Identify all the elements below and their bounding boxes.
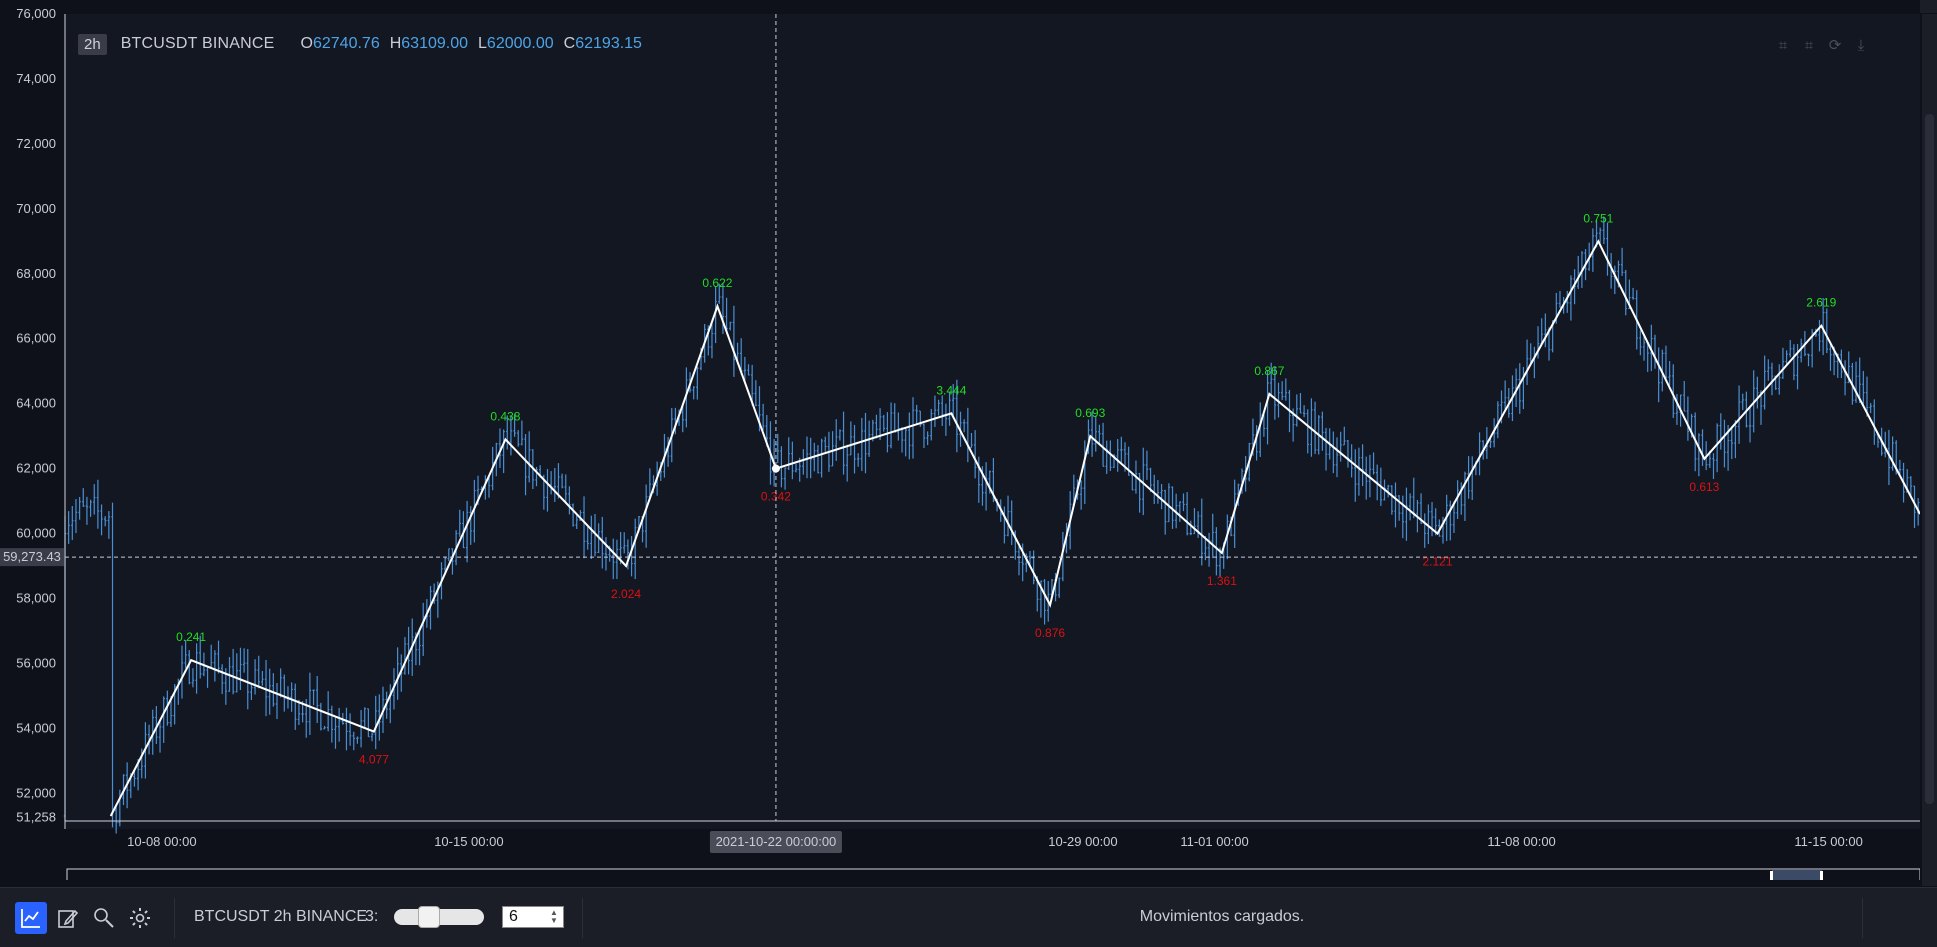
x-tick-label: 10-29 00:00 — [1048, 834, 1117, 849]
trough-ratio-label: 0.876 — [1035, 626, 1065, 640]
chart-canvas[interactable]: 0.241 4.077 0.438 2.024 0.622 0.342 3.444 0.876… — [0, 0, 1920, 880]
low-value: 62000.00 — [486, 35, 554, 52]
y-tick-label: 52,000 — [16, 785, 56, 800]
trough-ratio-label: 0.613 — [1689, 480, 1719, 494]
chart-tool-buttons: ⌗ ⌗ ⟳ ⤓ — [1773, 36, 1871, 56]
high-label: H — [389, 35, 402, 52]
y-tick-label: 70,000 — [16, 201, 56, 216]
y-tick-label: 74,000 — [16, 71, 56, 86]
crosshair-x-label: 2021-10-22 00:00:00 — [716, 834, 837, 849]
trough-ratio-label: 0.342 — [761, 490, 791, 504]
depth-label: 3: — [365, 908, 379, 925]
crosshair-point — [771, 464, 780, 473]
crosshair-x-badge — [709, 831, 842, 853]
bottom-toolbar: BTCUSDT 2h BINANCE 3: 6 ▲ ▼ Movimientos ca… — [0, 887, 1937, 947]
y-tick-label: 56,000 — [16, 655, 56, 670]
price-chart[interactable]: 0.241 4.077 0.438 2.024 0.622 0.342 3.444 0.876… — [0, 0, 1920, 880]
x-tick-label: 10-15 00:00 — [434, 834, 503, 849]
close-value: 62193.15 — [575, 35, 642, 52]
interval-badge[interactable]: 2h — [78, 33, 107, 55]
crop-alt-icon[interactable]: ⌗ — [1804, 37, 1814, 54]
toolbar-divider — [582, 898, 583, 938]
peak-ratio-label: 0.438 — [490, 409, 520, 423]
series-legend: 2h BTCUSDT BINANCE O 62740.76 H 63109.00 L… — [78, 32, 652, 56]
trough-ratio-label: 2.121 — [1423, 555, 1453, 569]
spinner-arrows-icon[interactable]: ▲ ▼ — [550, 908, 558, 925]
gear-icon — [130, 908, 150, 928]
depth-slider-knob[interactable] — [418, 906, 440, 928]
y-tick-label: 62,000 — [16, 461, 56, 476]
draw-button[interactable] — [52, 902, 84, 934]
depth-stepper[interactable]: 6 ▲ ▼ — [502, 906, 564, 928]
x-tick-label: 11-01 00:00 — [1180, 834, 1248, 849]
settings-button[interactable] — [124, 902, 156, 934]
y-tick-label: 64,000 — [16, 396, 56, 411]
crosshair-y-badge — [0, 548, 64, 567]
crosshair-y-label: 59,273.43 — [3, 549, 61, 564]
refresh-icon[interactable]: ⟳ — [1828, 37, 1842, 54]
trough-ratio-label: 2.024 — [611, 587, 641, 601]
close-label: C — [563, 35, 576, 52]
status-message: Movimientos cargados. — [1139, 908, 1305, 925]
y-tick-label: 66,000 — [16, 331, 56, 346]
scrollbar-thumb[interactable] — [1925, 114, 1934, 804]
peak-ratio-label: 0.867 — [1254, 364, 1284, 378]
line-chart-icon — [21, 909, 40, 928]
y-min-label: 51,258 — [16, 809, 56, 824]
download-icon[interactable]: ⤓ — [1857, 37, 1865, 54]
trough-ratio-label: 4.077 — [359, 753, 389, 767]
peak-ratio-label: 0.622 — [702, 276, 732, 290]
x-tick-label: 11-15 00:00 — [1794, 834, 1862, 849]
x-tick-label: 10-08 00:00 — [127, 834, 196, 849]
y-tick-label: 58,000 — [16, 590, 56, 605]
zigzag-line — [109, 239, 1920, 817]
time-navigator-window[interactable] — [1772, 870, 1822, 880]
low-label: L — [478, 35, 487, 52]
crop-icon[interactable]: ⌗ — [1778, 37, 1788, 54]
depth-value: 6 — [509, 908, 518, 925]
toolbar-symbol: BTCUSDT 2h BINANCE — [194, 908, 368, 925]
toolbar-divider — [1862, 898, 1863, 938]
high-value: 63109.00 — [401, 35, 469, 52]
time-navigator-handle-left[interactable] — [1770, 871, 1773, 880]
chart-mode-button[interactable] — [15, 902, 47, 934]
x-tick-label: 11-08 00:00 — [1487, 834, 1555, 849]
peak-ratio-label: 0.693 — [1075, 406, 1105, 420]
y-tick-label: 60,000 — [16, 526, 56, 541]
toolbar-divider — [174, 898, 175, 938]
y-tick-label: 72,000 — [16, 136, 56, 151]
peak-ratio-label: 0.241 — [176, 630, 206, 644]
open-label: O — [300, 35, 313, 52]
vertical-scrollbar[interactable] — [1922, 14, 1937, 886]
zoom-button[interactable] — [88, 902, 120, 934]
magnifier-icon — [94, 908, 114, 928]
peak-ratio-label: 3.444 — [936, 383, 966, 397]
time-navigator-handle-right[interactable] — [1820, 871, 1823, 880]
y-tick-label: 76,000 — [16, 6, 56, 21]
y-tick-label: 54,000 — [16, 720, 56, 735]
peak-ratio-label: 2.619 — [1806, 296, 1836, 310]
y-tick-label: 68,000 — [16, 266, 56, 281]
open-value: 62740.76 — [312, 35, 380, 52]
symbol-name: BTCUSDT BINANCE — [120, 35, 275, 52]
peak-ratio-label: 0.751 — [1583, 211, 1613, 225]
depth-slider[interactable] — [394, 906, 484, 928]
time-navigator[interactable] — [66, 868, 1920, 880]
trough-ratio-label: 1.361 — [1207, 574, 1237, 588]
pencil-icon — [58, 909, 79, 928]
